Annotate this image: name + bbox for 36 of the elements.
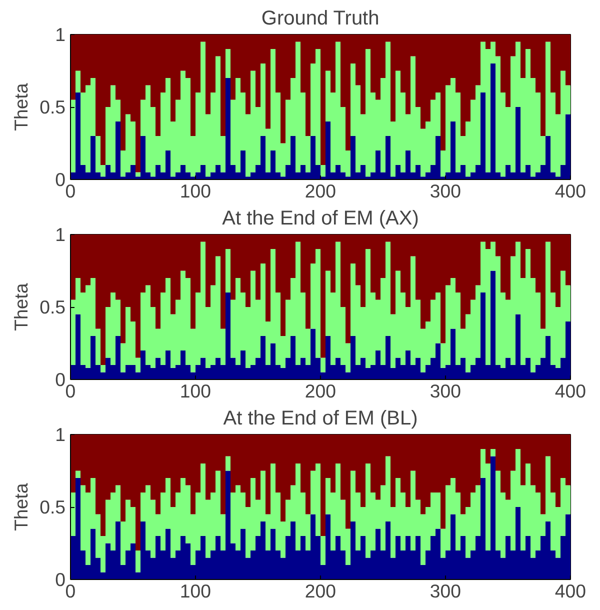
x-tick-label: 400 — [554, 380, 586, 402]
x-tick-label: 200 — [304, 580, 336, 602]
x-tick-label: 300 — [430, 580, 462, 602]
y-tick-label: 0.5 — [40, 96, 66, 118]
bar — [136, 172, 140, 177]
bar — [226, 49, 230, 78]
y-axis-title: Theta — [10, 282, 32, 331]
chart-title: Ground Truth — [261, 8, 380, 30]
y-tick-label: 1 — [55, 24, 66, 45]
y-tick-label: 0.5 — [40, 296, 66, 318]
bar — [226, 249, 230, 292]
y-tick-label: 1 — [55, 224, 66, 245]
chart-title: At the End of EM (AX) — [222, 208, 419, 230]
y-tick-label: 1 — [55, 424, 66, 445]
x-tick-label: 100 — [180, 580, 212, 602]
y-axis-title: Theta — [10, 482, 32, 531]
y-axis-title: Theta — [10, 82, 32, 131]
bar — [490, 449, 496, 456]
chart-title: At the End of EM (BL) — [223, 408, 418, 430]
x-tick-label: 300 — [430, 380, 462, 402]
x-tick-label: 100 — [180, 180, 212, 202]
x-tick-label: 200 — [304, 180, 336, 202]
bar — [76, 70, 80, 92]
x-tick-label: 200 — [304, 380, 336, 402]
x-tick-label: 400 — [554, 580, 586, 602]
y-tick-label: 0.5 — [40, 496, 66, 518]
bar — [320, 358, 326, 372]
x-tick-label: 400 — [554, 180, 586, 202]
bar — [320, 165, 326, 177]
bar — [320, 536, 326, 565]
x-tick-label: 100 — [180, 380, 212, 402]
bar — [76, 470, 80, 478]
bar — [100, 365, 106, 372]
bar — [136, 550, 140, 572]
x-tick-label: 300 — [430, 180, 462, 202]
bar — [226, 456, 230, 471]
